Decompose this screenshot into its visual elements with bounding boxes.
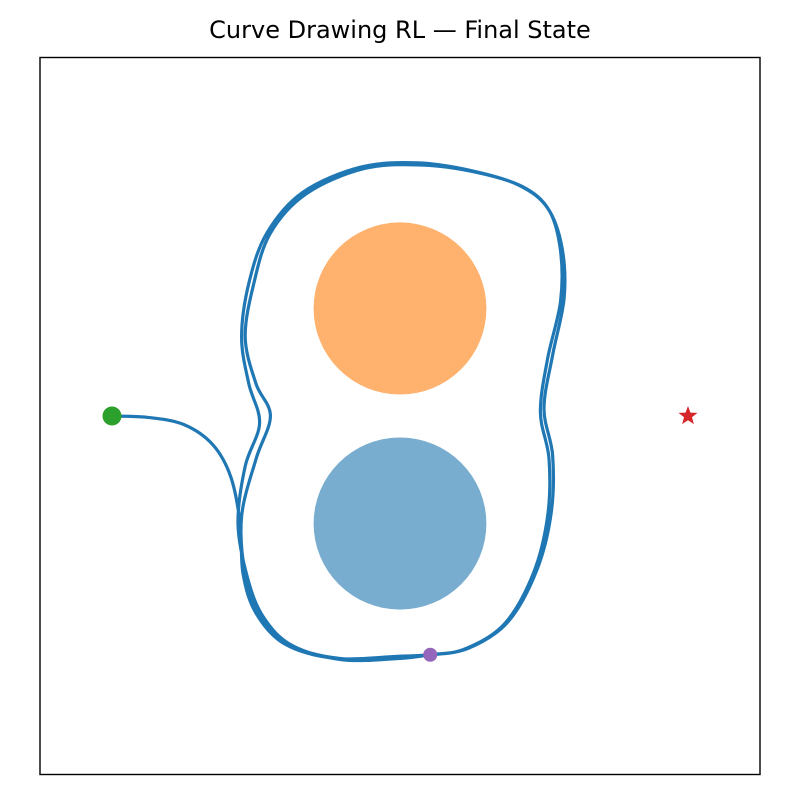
obstacles-layer (313, 222, 487, 610)
chart-title: Curve Drawing RL — Final State (209, 16, 591, 44)
goal-star-marker (678, 406, 698, 425)
obstacle-circle (313, 437, 487, 610)
agent-marker (423, 647, 438, 662)
axes-frame (39, 56, 761, 776)
start-marker (102, 406, 122, 426)
curve-path (110, 161, 567, 663)
obstacle-circle (313, 222, 487, 395)
markers-layer (102, 406, 698, 662)
